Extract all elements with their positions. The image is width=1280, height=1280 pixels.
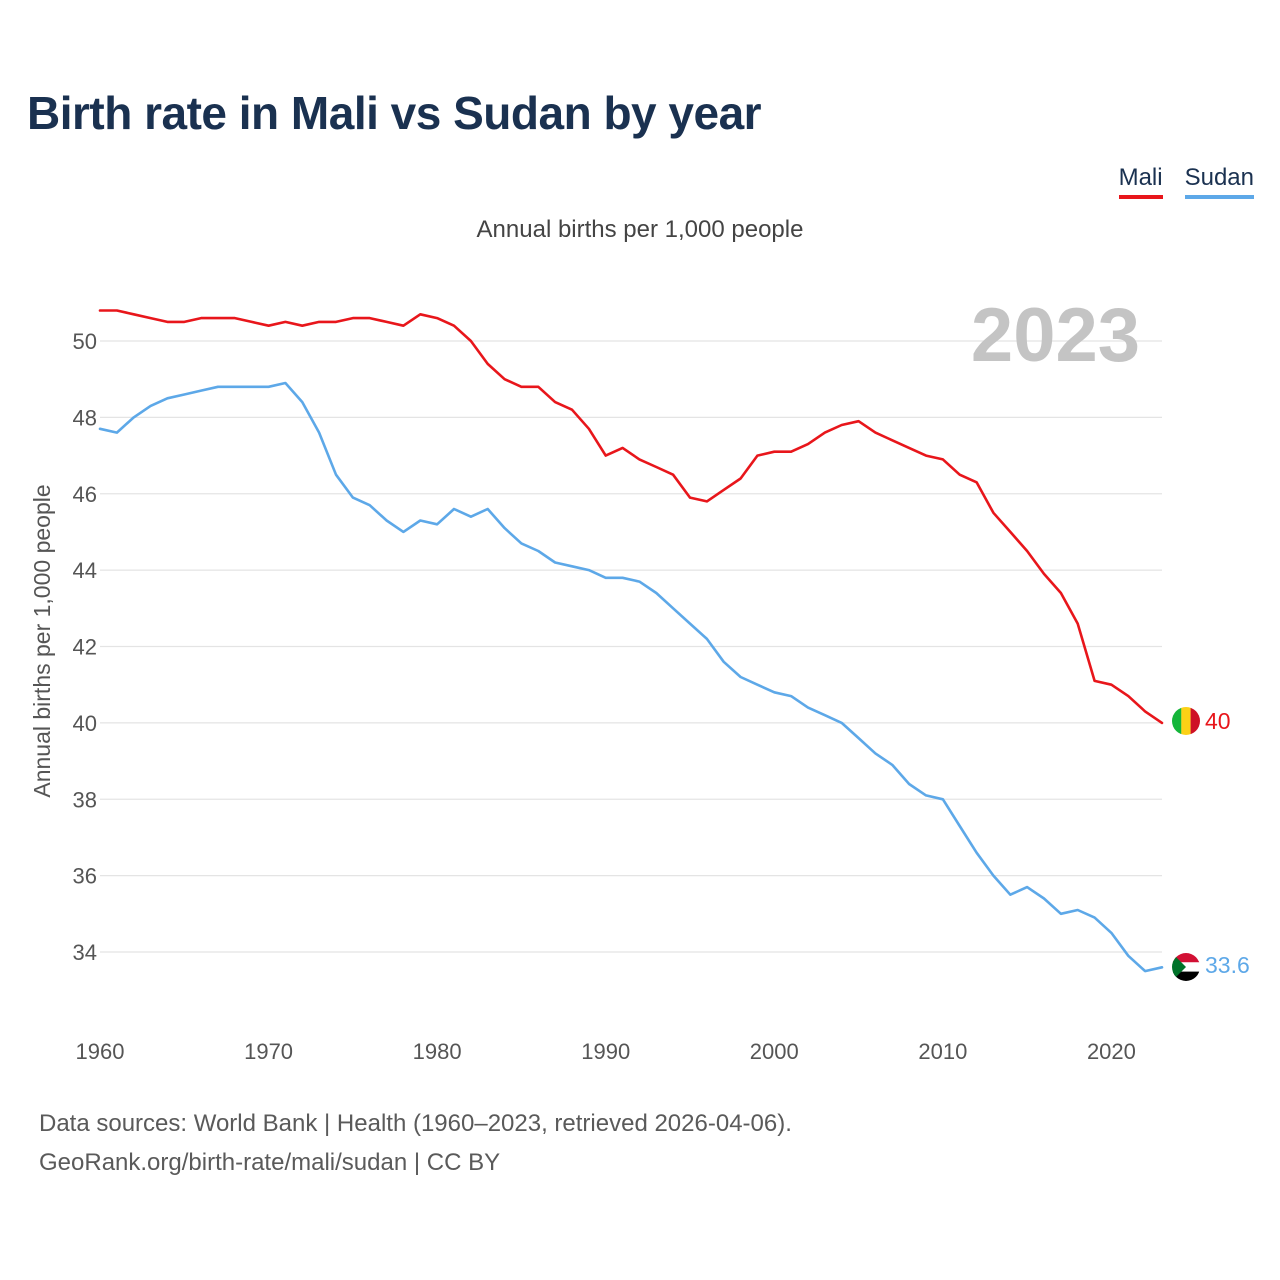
y-tick-label: 50 (73, 329, 97, 354)
series-line-mali[interactable] (98, 309, 1164, 725)
footer-attribution[interactable]: GeoRank.org/birth-rate/mali/sudan | CC B… (39, 1149, 501, 1176)
chart-title: Birth rate in Mali vs Sudan by year (27, 87, 762, 139)
x-tick-label: 1960 (76, 1039, 125, 1064)
x-axis-ticks: 1960 1970 1980 1990 2000 2010 2020 (76, 1039, 1136, 1064)
x-tick-label: 2000 (750, 1039, 799, 1064)
series-line-sudan[interactable] (98, 381, 1164, 973)
x-tick-label: 1990 (581, 1039, 630, 1064)
y-axis-ticks: 34 36 38 40 42 44 46 48 50 (73, 329, 97, 965)
y-tick-label: 40 (73, 711, 97, 736)
sudan-end-value: 33.6 (1205, 952, 1250, 978)
x-tick-label: 2020 (1087, 1039, 1136, 1064)
sudan-flag-icon (1172, 953, 1200, 981)
series-lines (98, 309, 1164, 973)
legend: Mali Sudan (1118, 164, 1254, 199)
legend-item-mali[interactable]: Mali (1118, 164, 1163, 199)
mali-end-value: 40 (1205, 708, 1231, 734)
x-tick-label: 2010 (918, 1039, 967, 1064)
gridlines (100, 340, 1162, 953)
end-markers (1172, 707, 1200, 981)
y-tick-label: 48 (73, 405, 97, 430)
y-tick-label: 44 (73, 558, 97, 583)
end-labels: 40 33.6 (1205, 708, 1250, 978)
footer-sources: Data sources: World Bank | Health (1960–… (39, 1110, 792, 1137)
chart-subtitle: Annual births per 1,000 people (476, 216, 804, 243)
year-label: 2023 (971, 293, 1140, 378)
y-tick-label: 36 (73, 864, 97, 889)
footer: Data sources: World Bank | Health (1960–… (39, 1104, 792, 1182)
y-tick-label: 46 (73, 482, 97, 507)
x-tick-label: 1980 (413, 1039, 462, 1064)
y-tick-label: 34 (73, 940, 97, 965)
y-axis-label: Annual births per 1,000 people (29, 484, 55, 797)
legend-item-sudan[interactable]: Sudan (1184, 164, 1254, 199)
x-tick-label: 1970 (244, 1039, 293, 1064)
mali-flag-icon (1172, 707, 1200, 735)
y-tick-label: 42 (73, 635, 97, 660)
y-tick-label: 38 (73, 787, 97, 812)
